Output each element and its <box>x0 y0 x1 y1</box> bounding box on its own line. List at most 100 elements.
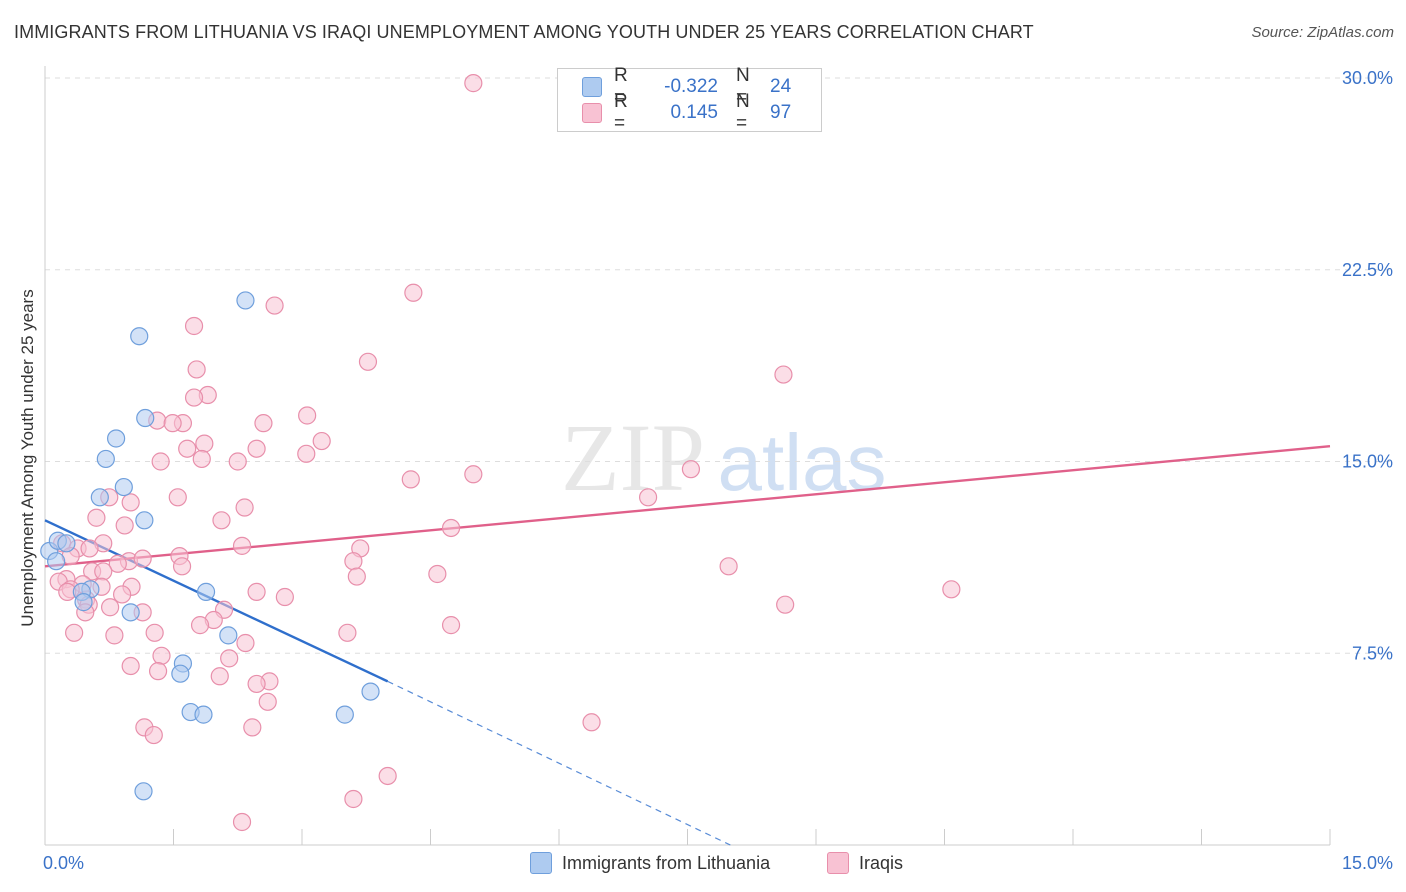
legend-n-value: 24 <box>770 76 792 97</box>
point-iraqis <box>582 713 601 732</box>
trend-extension-lithuania <box>387 680 731 846</box>
point-iraqis <box>378 766 397 786</box>
legend-item-iraqis[interactable]: Iraqis <box>827 852 903 874</box>
point-lithuania <box>196 582 216 601</box>
point-iraqis <box>184 388 204 407</box>
point-iraqis <box>168 488 187 507</box>
x-tick-label: 0.0% <box>43 853 84 873</box>
point-iraqis <box>195 434 214 453</box>
point-iraqis <box>401 470 420 489</box>
point-lithuania <box>47 552 66 571</box>
point-iraqis <box>464 465 483 484</box>
watermark-zip: ZIP <box>561 404 705 511</box>
point-lithuania <box>57 534 76 553</box>
legend-swatch-lithuania <box>530 852 552 874</box>
chart-title: IMMIGRANTS FROM LITHUANIA VS IRAQI UNEMP… <box>14 22 1034 42</box>
watermark-atlas: atlas <box>718 418 887 507</box>
point-iraqis <box>638 488 658 507</box>
point-iraqis <box>220 649 239 668</box>
point-iraqis <box>115 516 134 535</box>
point-iraqis <box>192 449 211 469</box>
point-iraqis <box>719 557 738 576</box>
point-iraqis <box>942 580 961 599</box>
point-iraqis <box>101 598 120 617</box>
point-iraqis <box>298 406 317 425</box>
legend-swatch-iraqis <box>582 103 602 123</box>
legend-n-value: 97 <box>770 102 792 123</box>
point-iraqis <box>347 567 366 586</box>
legend-n-label: N = <box>736 91 750 134</box>
point-iraqis <box>247 582 266 601</box>
point-iraqis <box>108 554 127 573</box>
point-iraqis <box>87 508 106 527</box>
point-iraqis <box>338 623 357 642</box>
point-iraqis <box>235 498 254 517</box>
y-tick-label: 7.5% <box>1352 643 1393 663</box>
point-lithuania <box>171 664 190 683</box>
point-iraqis <box>358 352 378 371</box>
point-iraqis <box>232 812 252 832</box>
legend-n-label: N = <box>736 65 750 108</box>
legend-r-label: R = <box>614 91 628 134</box>
watermark: ZIP atlas <box>561 404 886 511</box>
y-tick-label: 30.0% <box>1342 68 1393 88</box>
legend-row-lithuania: R = -0.322 N = 24 <box>582 65 792 108</box>
point-iraqis <box>344 789 363 809</box>
point-iraqis <box>265 296 284 315</box>
point-iraqis <box>441 518 461 538</box>
point-iraqis <box>232 536 252 555</box>
point-lithuania <box>90 488 109 507</box>
point-lithuania <box>361 682 380 701</box>
point-iraqis <box>152 646 171 665</box>
legend-item-lithuania[interactable]: Immigrants from Lithuania <box>530 852 770 874</box>
legend-label-iraqis: Iraqis <box>859 852 904 873</box>
point-iraqis <box>441 616 461 635</box>
point-iraqis <box>105 626 124 645</box>
y-tick-label: 22.5% <box>1342 260 1393 280</box>
legend-r-value: 0.145 <box>670 102 718 123</box>
legend-swatch-lithuania <box>582 77 602 97</box>
point-iraqis <box>247 439 266 458</box>
point-iraqis <box>681 460 701 479</box>
stats-legend: R = -0.322 N = 24 R = 0.145 N = 97 <box>557 65 822 134</box>
point-iraqis <box>133 549 152 568</box>
point-iraqis <box>212 511 231 530</box>
point-lithuania <box>74 593 93 612</box>
point-iraqis <box>247 674 266 694</box>
point-iraqis <box>254 414 273 433</box>
point-iraqis <box>148 662 168 681</box>
legend-row-iraqis: R = 0.145 N = 97 <box>582 91 792 134</box>
legend-swatch-iraqis <box>827 852 849 874</box>
point-iraqis <box>151 452 170 471</box>
y-axis-label: Unemployment Among Youth under 25 years <box>18 289 37 627</box>
point-lithuania <box>130 327 149 346</box>
point-lithuania <box>136 408 155 428</box>
y-tick-label: 15.0% <box>1342 452 1393 472</box>
point-iraqis <box>80 539 99 558</box>
point-iraqis <box>145 623 164 642</box>
point-iraqis <box>121 656 140 676</box>
series-legend: Immigrants from Lithuania Iraqis <box>0 852 1406 876</box>
point-iraqis <box>258 692 277 711</box>
legend-r-value: -0.322 <box>664 76 718 97</box>
point-lithuania <box>236 291 255 310</box>
point-iraqis <box>163 414 182 433</box>
point-iraqis <box>172 557 192 576</box>
point-iraqis <box>190 616 210 635</box>
point-iraqis <box>178 439 197 458</box>
point-lithuania <box>194 705 213 724</box>
point-iraqis <box>94 562 113 581</box>
point-iraqis <box>312 431 331 451</box>
point-lithuania <box>114 477 133 497</box>
point-iraqis <box>404 283 423 302</box>
point-iraqis <box>774 365 793 384</box>
source-note: Source: ZipAtlas.com <box>1251 24 1394 41</box>
point-iraqis <box>210 667 229 686</box>
trend-line-iraqis <box>44 444 1331 568</box>
point-lithuania <box>107 429 126 448</box>
point-lithuania <box>96 449 115 469</box>
point-lithuania <box>134 782 153 801</box>
point-lithuania <box>121 603 140 622</box>
point-iraqis <box>464 74 483 93</box>
